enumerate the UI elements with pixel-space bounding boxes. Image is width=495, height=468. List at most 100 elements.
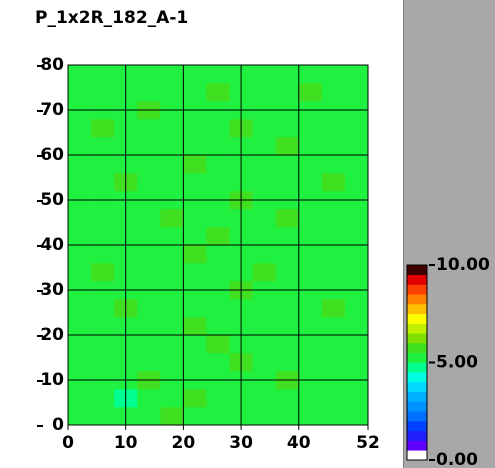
heat-cell xyxy=(137,353,161,372)
heat-cell xyxy=(252,173,276,192)
heat-cell xyxy=(68,263,92,282)
heat-cell xyxy=(91,65,115,84)
heat-cell xyxy=(206,389,230,408)
y-tick-label: 50 xyxy=(40,190,64,210)
y-tick-label: 70 xyxy=(40,100,64,120)
heat-cell xyxy=(321,317,346,336)
heat-cell xyxy=(252,317,276,336)
heat-cell xyxy=(206,245,230,264)
heat-cell xyxy=(298,353,323,372)
heat-cell xyxy=(298,83,323,102)
heat-cell xyxy=(160,227,184,246)
heat-cell xyxy=(275,137,300,156)
colorbar-band xyxy=(407,391,427,402)
y-tick-label: 0 xyxy=(52,415,64,435)
heat-cell xyxy=(183,155,207,174)
heat-cell xyxy=(252,335,276,354)
heat-cell xyxy=(137,137,161,156)
colorbar-band xyxy=(407,450,427,461)
heat-cell xyxy=(275,335,300,354)
heat-cell xyxy=(344,389,369,408)
heat-cell xyxy=(68,173,92,192)
heat-cell xyxy=(206,335,230,354)
heat-cell xyxy=(206,317,230,336)
heat-cell xyxy=(160,407,184,426)
colorbar-band xyxy=(407,343,427,354)
heat-cell xyxy=(160,119,184,138)
heat-cell xyxy=(137,389,161,408)
heat-cell xyxy=(160,65,184,84)
heat-cell xyxy=(321,407,346,426)
heat-cell xyxy=(275,155,300,174)
colorbar-band xyxy=(407,323,427,334)
heat-cell xyxy=(206,155,230,174)
heat-cell xyxy=(252,137,276,156)
heat-cell xyxy=(160,263,184,282)
heat-cell xyxy=(344,119,369,138)
heat-cell xyxy=(137,83,161,102)
heat-cell xyxy=(321,389,346,408)
heat-cell xyxy=(275,263,300,282)
heat-cell xyxy=(91,155,115,174)
heat-cell xyxy=(275,209,300,228)
heat-cell xyxy=(275,317,300,336)
y-tick-label: 10 xyxy=(40,370,64,390)
heat-cell xyxy=(298,173,323,192)
heat-cell xyxy=(298,119,323,138)
heat-cell xyxy=(344,245,369,264)
heat-cell xyxy=(160,299,184,318)
heat-cell xyxy=(91,299,115,318)
heat-cell xyxy=(137,299,161,318)
heat-cell xyxy=(321,263,346,282)
heat-cell xyxy=(298,155,323,174)
colorbar-band xyxy=(407,304,427,315)
heat-cell xyxy=(160,155,184,174)
heat-cell xyxy=(160,335,184,354)
heat-cell xyxy=(252,209,276,228)
heat-cell xyxy=(91,245,115,264)
heat-cell xyxy=(91,83,115,102)
heat-cell xyxy=(183,317,207,336)
heat-cell xyxy=(160,245,184,264)
heat-cell xyxy=(344,83,369,102)
heat-cell xyxy=(321,155,346,174)
heat-cell xyxy=(160,317,184,336)
heat-cell xyxy=(275,407,300,426)
heat-cell xyxy=(252,227,276,246)
heat-cell xyxy=(137,119,161,138)
heat-cell xyxy=(298,245,323,264)
colorbar-band xyxy=(407,411,427,422)
heat-cell xyxy=(68,299,92,318)
heat-cell xyxy=(160,209,184,228)
heat-cell xyxy=(206,65,230,84)
heat-cell xyxy=(298,65,323,84)
heat-cell xyxy=(206,119,230,138)
colorbar-band xyxy=(407,352,427,363)
heat-cell xyxy=(91,389,115,408)
colorbar-band xyxy=(407,333,427,344)
heat-cell xyxy=(344,407,369,426)
heat-cell xyxy=(68,227,92,246)
heat-cell xyxy=(252,119,276,138)
heat-cell xyxy=(275,389,300,408)
heat-cell xyxy=(321,173,346,192)
heat-cell xyxy=(91,209,115,228)
heat-cell xyxy=(344,209,369,228)
heat-cell xyxy=(321,65,346,84)
heat-cell xyxy=(275,299,300,318)
heat-cell xyxy=(137,245,161,264)
heat-cell xyxy=(183,299,207,318)
heat-cell xyxy=(252,389,276,408)
chart-title: P_1x2R_182_A-1 xyxy=(35,8,188,28)
heat-cell xyxy=(183,137,207,156)
heat-cell xyxy=(344,65,369,84)
heat-cell xyxy=(206,407,230,426)
heat-cell xyxy=(183,335,207,354)
x-tick-label: 40 xyxy=(287,433,311,453)
heat-cell xyxy=(321,119,346,138)
colorbar-band xyxy=(407,430,427,441)
colorbar-band xyxy=(407,274,427,285)
heat-cell xyxy=(137,407,161,426)
heat-cell xyxy=(344,227,369,246)
y-tick-label: 60 xyxy=(40,145,64,165)
